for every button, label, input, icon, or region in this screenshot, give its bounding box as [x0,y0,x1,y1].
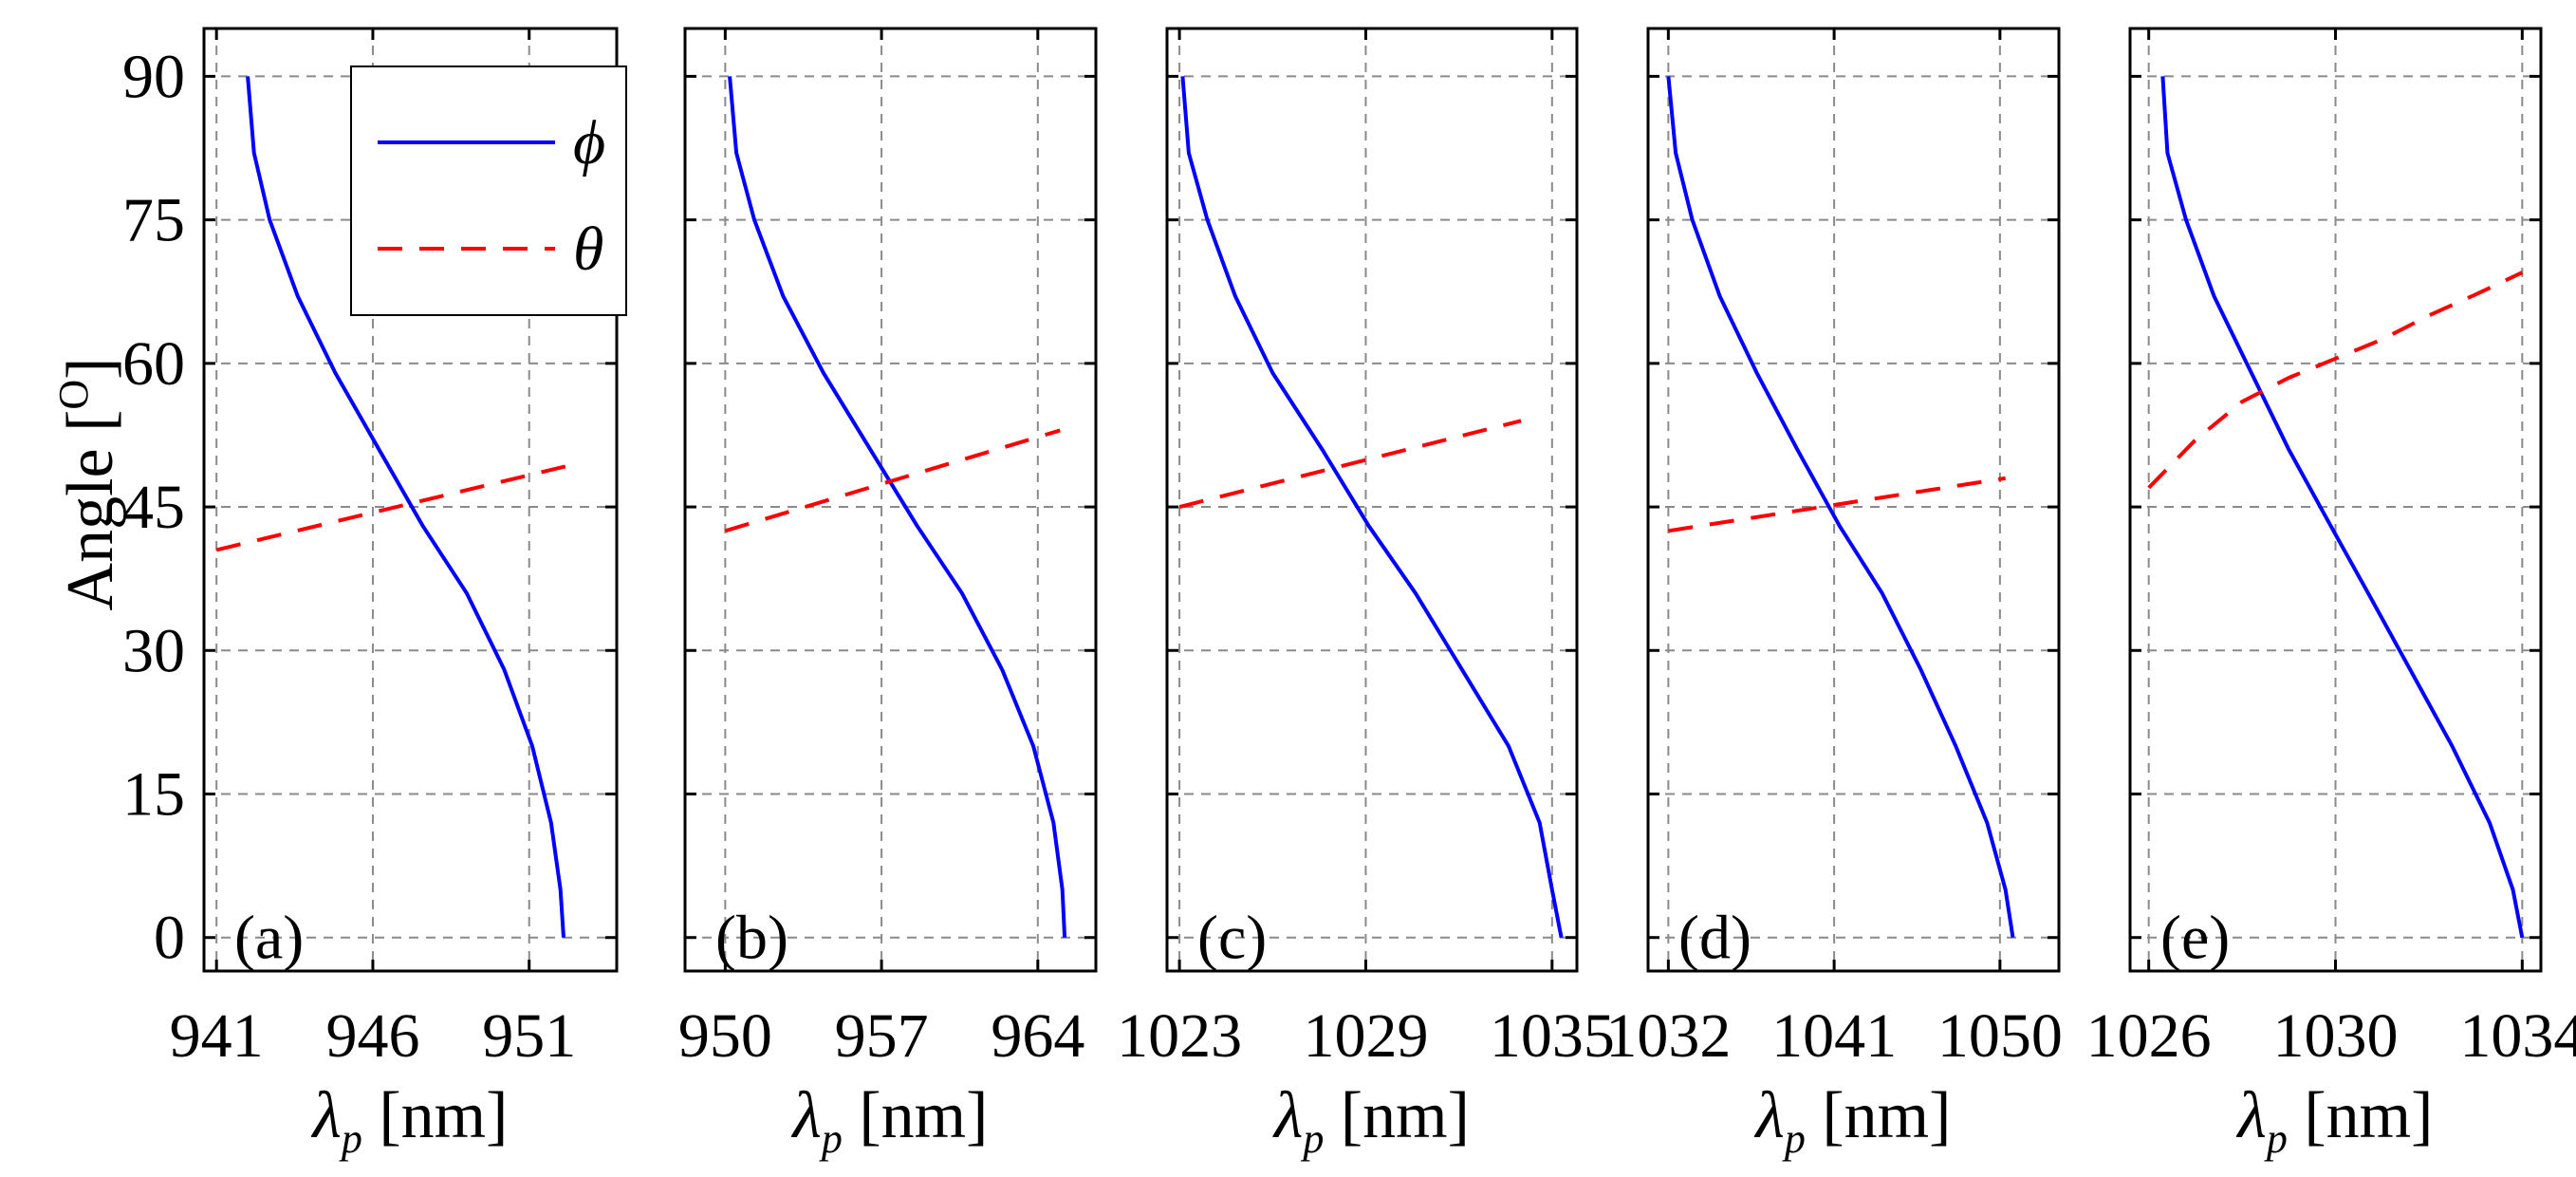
x-tick-label: 951 [482,1001,576,1071]
x-axis-label-subscript: p [339,1115,362,1162]
x-axis-label-unit: [nm] [362,1079,509,1152]
x-tick-label: 1034 [2459,1001,2576,1071]
x-tick-label: 1023 [1117,1001,1242,1071]
x-axis-label-symbol: λ [1754,1079,1785,1152]
series-phi-line-b [728,76,1067,938]
x-axis-label-subscript: p [2264,1115,2288,1162]
x-axis-label-symbol: λ [791,1079,822,1152]
y-tick-label: 75 [122,186,185,255]
x-tick-label: 1050 [1937,1001,2063,1071]
plot-frame-c [1165,27,1579,973]
panel-label-c: (c) [1197,904,1267,973]
y-tick-label: 15 [122,759,185,829]
panel-d: 1032 1041 1050 (d) λp [nm] [1605,27,2063,1162]
panel-b: 950 957 964 (b) λp [nm] [678,27,1098,1162]
x-tick-label: 1041 [1771,1001,1897,1071]
series-theta-line-d [1668,476,2007,533]
x-axis-label-symbol: λ [311,1079,342,1152]
x-axis-label-a: λp [nm] [311,1079,509,1162]
panel-a: 941 946 951 0 15 30 45 60 75 90 (a) λp [nm] [122,27,619,1162]
x-axis-label-unit: [nm] [1806,1079,1952,1152]
panel-label-a: (a) [234,904,304,973]
y-axis-label-main: Angle [ [54,410,127,611]
panel-label-b: (b) [715,904,788,973]
x-axis-label-b: λp [nm] [791,1079,989,1162]
x-tick-label: 964 [991,1001,1084,1071]
x-tick-label: 941 [170,1001,264,1071]
panel-c: 1023 1029 1035 (c) λp [nm] [1117,27,1615,1162]
y-tick-label: 45 [122,473,185,542]
x-axis-label-subscript: p [819,1115,843,1162]
y-tick-label: 60 [122,329,185,399]
x-tick-label: 950 [678,1001,772,1071]
x-tick-label: 957 [835,1001,929,1071]
x-axis-label-c: λp [nm] [1272,1079,1470,1162]
legend-theta-label: θ [573,215,603,284]
legend-box [350,65,627,316]
legend: ϕ θ [350,65,627,316]
x-axis-label-d: λp [nm] [1754,1079,1952,1162]
series-phi-line-d [1666,76,2015,939]
x-axis-label-subscript: p [1300,1115,1324,1162]
x-axis-label-e: λp [nm] [2236,1079,2434,1162]
plot-frame-a [202,27,619,973]
series-phi-line-a [246,76,565,938]
x-axis-label-symbol: λ [1272,1079,1303,1152]
x-tick-label: 1032 [1605,1001,1731,1071]
x-axis-label-subscript: p [1782,1115,1806,1162]
y-axis-label: Angle [O] [50,358,127,611]
y-axis-label-sup: O [50,380,97,410]
x-axis-label-unit: [nm] [843,1079,989,1152]
series-theta-line-c [1178,419,1522,510]
x-axis-label-unit: [nm] [1324,1079,1470,1152]
panel-label-d: (d) [1678,904,1751,973]
panel-e: 1026 1030 1034 (e) λp [nm] [2086,27,2576,1162]
x-axis-label-unit: [nm] [2288,1079,2434,1152]
x-tick-label: 1030 [2273,1001,2399,1071]
series-theta-line-b [724,428,1061,533]
x-tick-label: 946 [325,1001,419,1071]
series-phi-line-c [1180,76,1564,939]
y-tick-label: 30 [122,616,185,685]
series-theta-line-a [215,461,577,552]
x-axis-label-symbol: λ [2236,1079,2267,1152]
legend-phi-label: ϕ [573,108,605,177]
x-tick-label: 1026 [2086,1001,2212,1071]
series-phi-line-e [2160,76,2525,939]
x-tick-label: 1035 [1490,1001,1615,1071]
plot-frame-b [683,27,1098,973]
y-tick-label: 90 [122,42,185,111]
plot-frame-d [1646,27,2061,973]
series-theta-line-e [2147,271,2524,490]
x-tick-label: 1029 [1303,1001,1428,1071]
y-tick-label: 0 [154,904,185,973]
y-axis-label-close: ] [54,358,127,380]
panel-label-e: (e) [2160,904,2230,973]
